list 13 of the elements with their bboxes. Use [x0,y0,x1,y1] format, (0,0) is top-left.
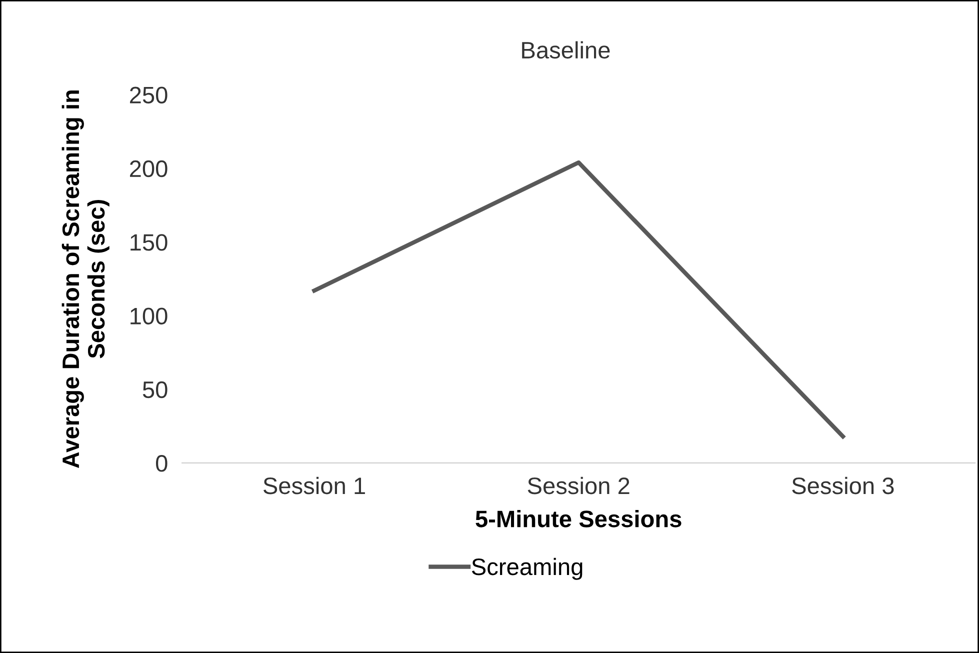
y-axis-title: Average Duration of Screaming in Seconds (sec) [62,90,110,468]
y-tick-label: 50 [142,381,168,398]
y-tick-label: 200 [130,160,168,178]
x-axis-title: 5-Minute Sessions [476,510,682,528]
x-tick-label: Session 2 [528,476,630,494]
y-tick-label: 150 [130,234,168,251]
x-tick-label: Session 1 [263,476,365,494]
x-tick-label: Session 3 [792,476,894,494]
y-tick-label: 100 [130,308,168,324]
y-tick-label: 0 [156,455,168,472]
y-tick-label: 250 [130,86,168,104]
legend-label: Screaming [472,558,582,580]
chart-title: Baseline [522,41,610,59]
